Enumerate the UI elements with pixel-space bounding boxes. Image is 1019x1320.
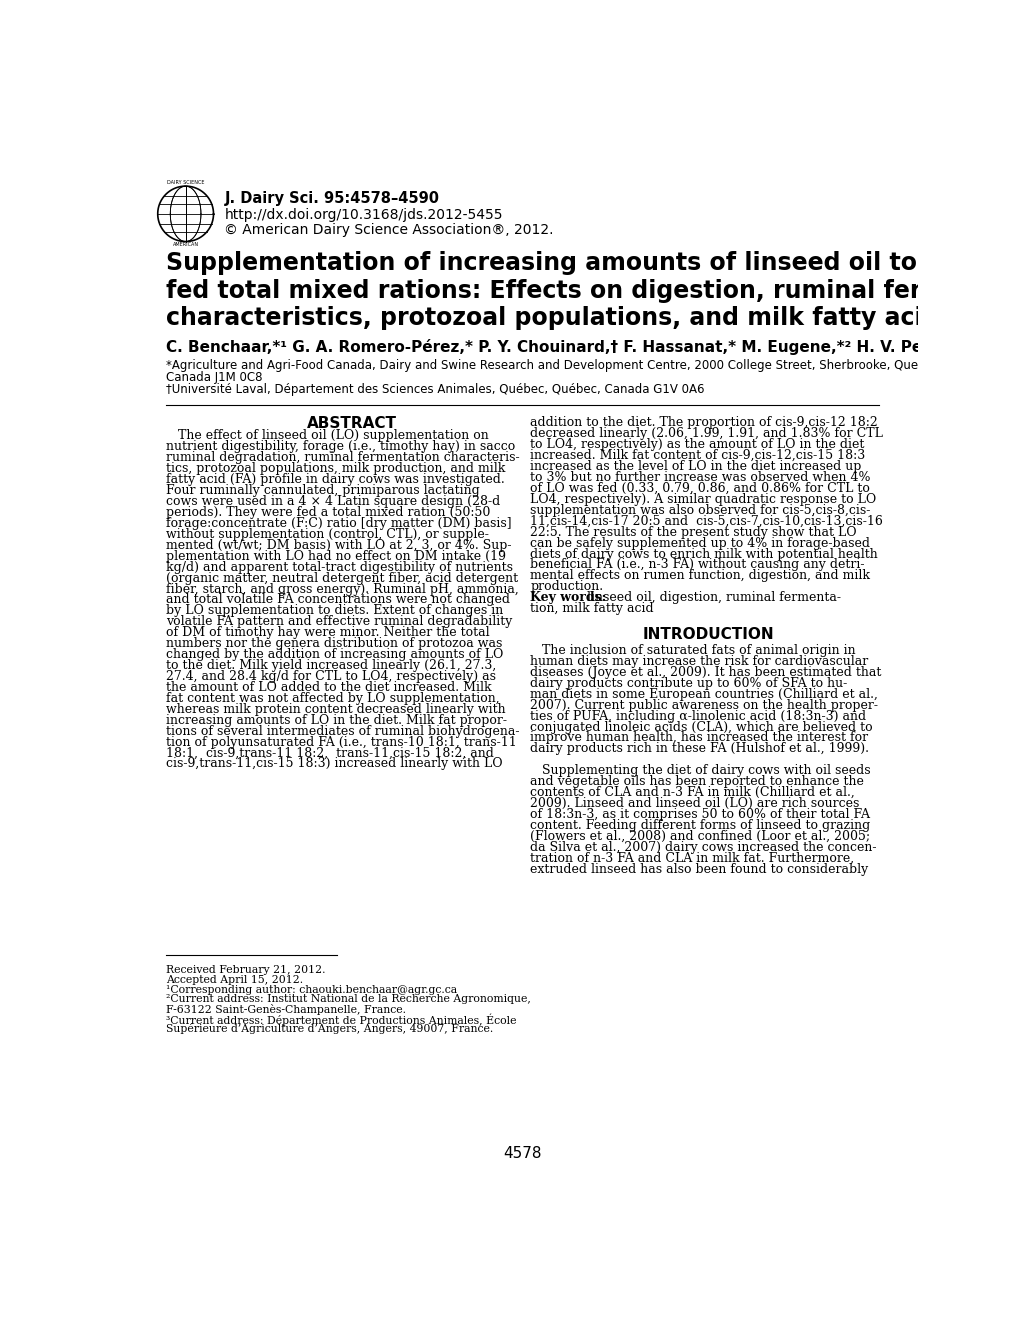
Text: whereas milk protein content decreased linearly with: whereas milk protein content decreased l… [166,702,505,715]
Text: can be safely supplemented up to 4% in forage-based: can be safely supplemented up to 4% in f… [530,537,869,549]
Text: ²Current address: Institut National de la Recherche Agronomique,: ²Current address: Institut National de l… [166,994,531,1005]
Text: The effect of linseed oil (LO) supplementation on: The effect of linseed oil (LO) supplemen… [166,429,488,442]
Text: tion of polyunsaturated FA (i.e., trans-10 18:1, trans-11: tion of polyunsaturated FA (i.e., trans-… [166,735,517,748]
Text: Supplementing the diet of dairy cows with oil seeds: Supplementing the diet of dairy cows wit… [530,764,870,777]
Text: mented (wt/wt; DM basis) with LO at 2, 3, or 4%. Sup-: mented (wt/wt; DM basis) with LO at 2, 3… [166,539,512,552]
Text: 22:5. The results of the present study show that LO: 22:5. The results of the present study s… [530,525,856,539]
Text: man diets in some European countries (Chilliard et al.,: man diets in some European countries (Ch… [530,688,877,701]
Text: of DM of timothy hay were minor. Neither the total: of DM of timothy hay were minor. Neither… [166,626,489,639]
Text: increased. Milk fat content of cis-9,cis-12,cis-15 18:3: increased. Milk fat content of cis-9,cis… [530,449,865,462]
Text: improve human health, has increased the interest for: improve human health, has increased the … [530,731,868,744]
Text: da Silva et al., 2007) dairy cows increased the concen-: da Silva et al., 2007) dairy cows increa… [530,841,876,854]
Text: *Agriculture and Agri-Food Canada, Dairy and Swine Research and Development Cent: *Agriculture and Agri-Food Canada, Dairy… [166,359,943,372]
Text: tion, milk fatty acid: tion, milk fatty acid [530,602,653,615]
Text: Four ruminally cannulated, primiparous lactating: Four ruminally cannulated, primiparous l… [166,484,480,498]
Text: ABSTRACT: ABSTRACT [307,416,396,432]
Text: fat content was not affected by LO supplementation,: fat content was not affected by LO suppl… [166,692,499,705]
Text: Key words:: Key words: [530,591,606,605]
Text: C. Benchaar,*¹ G. A. Romero-Pérez,* P. Y. Chouinard,† F. Hassanat,* M. Eugene,*²: C. Benchaar,*¹ G. A. Romero-Pérez,* P. Y… [166,339,1019,355]
Text: by LO supplementation to diets. Extent of changes in: by LO supplementation to diets. Extent o… [166,605,503,618]
Text: ruminal degradation, ruminal fermentation characteris-: ruminal degradation, ruminal fermentatio… [166,451,520,465]
Text: human diets may increase the risk for cardiovascular: human diets may increase the risk for ca… [530,655,868,668]
Text: ³Current address: Département de Productions Animales, École: ³Current address: Département de Product… [166,1014,517,1026]
Text: ties of PUFA, including α-linolenic acid (18:3n-3) and: ties of PUFA, including α-linolenic acid… [530,710,866,722]
Text: http://dx.doi.org/10.3168/jds.2012-5455: http://dx.doi.org/10.3168/jds.2012-5455 [224,207,502,222]
Text: to 3% but no further increase was observed when 4%: to 3% but no further increase was observ… [530,471,870,484]
Text: J. Dairy Sci. 95:4578–4590: J. Dairy Sci. 95:4578–4590 [224,191,439,206]
Text: 18:1,  cis-9,trans-11 18:2,  trans-11,cis-15 18:2, and: 18:1, cis-9,trans-11 18:2, trans-11,cis-… [166,747,493,759]
Text: to the diet. Milk yield increased linearly (26.1, 27.3,: to the diet. Milk yield increased linear… [166,659,496,672]
Text: Accepted April 15, 2012.: Accepted April 15, 2012. [166,975,303,985]
Text: 2007). Current public awareness on the health proper-: 2007). Current public awareness on the h… [530,698,877,711]
Text: (Flowers et al., 2008) and confined (Loor et al., 2005;: (Flowers et al., 2008) and confined (Loo… [530,830,870,843]
Text: the amount of LO added to the diet increased. Milk: the amount of LO added to the diet incre… [166,681,491,694]
Text: decreased linearly (2.06, 1.99, 1.91, and 1.83% for CTL: decreased linearly (2.06, 1.99, 1.91, an… [530,428,882,441]
Text: fatty acid (FA) profile in dairy cows was investigated.: fatty acid (FA) profile in dairy cows wa… [166,473,504,486]
Text: tics, protozoal populations, milk production, and milk: tics, protozoal populations, milk produc… [166,462,505,475]
Text: ¹Corresponding author: chaouki.benchaar@agr.gc.ca: ¹Corresponding author: chaouki.benchaar@… [166,985,457,994]
Text: supplementation was also observed for cis-5,cis-8,cis-: supplementation was also observed for ci… [530,504,870,517]
Text: and total volatile FA concentrations were not changed: and total volatile FA concentrations wer… [166,594,510,606]
Text: Supplementation of increasing amounts of linseed oil to dairy cows: Supplementation of increasing amounts of… [166,251,1019,275]
Text: content. Feeding different forms of linseed to grazing: content. Feeding different forms of lins… [530,818,870,832]
Text: Supérieure d’Agriculture d’Angers, Angers, 49007, France.: Supérieure d’Agriculture d’Angers, Anger… [166,1023,493,1034]
Text: numbers nor the genera distribution of protozoa was: numbers nor the genera distribution of p… [166,638,502,651]
Text: of LO was fed (0.33, 0.79, 0.86, and 0.86% for CTL to: of LO was fed (0.33, 0.79, 0.86, and 0.8… [530,482,869,495]
Text: increased as the level of LO in the diet increased up: increased as the level of LO in the diet… [530,461,861,473]
Text: changed by the addition of increasing amounts of LO: changed by the addition of increasing am… [166,648,503,661]
Text: nutrient digestibility, forage (i.e., timothy hay) in sacco: nutrient digestibility, forage (i.e., ti… [166,441,515,453]
Text: fed total mixed rations: Effects on digestion, ruminal fermentation: fed total mixed rations: Effects on dige… [166,279,1019,302]
Text: F-63122 Saint-Genès-Champanelle, France.: F-63122 Saint-Genès-Champanelle, France. [166,1003,406,1015]
Text: mental effects on rumen function, digestion, and milk: mental effects on rumen function, digest… [530,569,869,582]
Text: AMERICAN: AMERICAN [172,243,199,247]
Text: (organic matter, neutral detergent fiber, acid detergent: (organic matter, neutral detergent fiber… [166,572,518,585]
Text: extruded linseed has also been found to considerably: extruded linseed has also been found to … [530,863,868,875]
Text: plementation with LO had no effect on DM intake (19: plementation with LO had no effect on DM… [166,549,505,562]
Text: Received February 21, 2012.: Received February 21, 2012. [166,965,325,975]
Text: 27.4, and 28.4 kg/d for CTL to LO4, respectively) as: 27.4, and 28.4 kg/d for CTL to LO4, resp… [166,671,496,682]
Text: †Université Laval, Département des Sciences Animales, Québec, Québec, Canada G1V: †Université Laval, Département des Scien… [166,383,704,396]
Text: © American Dairy Science Association®, 2012.: © American Dairy Science Association®, 2… [224,223,553,238]
Text: volatile FA pattern and effective ruminal degradability: volatile FA pattern and effective rumina… [166,615,513,628]
Text: diseases (Joyce et al., 2009). It has been estimated that: diseases (Joyce et al., 2009). It has be… [530,665,881,678]
Text: 4578: 4578 [503,1146,541,1160]
Text: tions of several intermediates of ruminal biohydrogena-: tions of several intermediates of rumina… [166,725,520,738]
Text: to LO4, respectively) as the amount of LO in the diet: to LO4, respectively) as the amount of L… [530,438,864,451]
Text: cows were used in a 4 × 4 Latin square design (28-d: cows were used in a 4 × 4 Latin square d… [166,495,500,508]
Text: contents of CLA and n-3 FA in milk (Chilliard et al.,: contents of CLA and n-3 FA in milk (Chil… [530,787,854,799]
Text: Canada J1M 0C8: Canada J1M 0C8 [166,371,263,384]
Text: 2009). Linseed and linseed oil (LO) are rich sources: 2009). Linseed and linseed oil (LO) are … [530,797,859,810]
Text: characteristics, protozoal populations, and milk fatty acid composition: characteristics, protozoal populations, … [166,306,1019,330]
Text: LO4, respectively). A similar quadratic response to LO: LO4, respectively). A similar quadratic … [530,492,876,506]
Text: The inclusion of saturated fats of animal origin in: The inclusion of saturated fats of anima… [530,644,855,657]
Text: diets of dairy cows to enrich milk with potential health: diets of dairy cows to enrich milk with … [530,548,877,561]
Text: kg/d) and apparent total-tract digestibility of nutrients: kg/d) and apparent total-tract digestibi… [166,561,513,574]
Text: production.: production. [530,581,603,594]
Text: periods). They were fed a total mixed ration (50:50: periods). They were fed a total mixed ra… [166,506,490,519]
Text: 11,cis-14,cis-17 20:5 and  cis-5,cis-7,cis-10,cis-13,cis-16: 11,cis-14,cis-17 20:5 and cis-5,cis-7,ci… [530,515,882,528]
Text: fiber, starch, and gross energy). Ruminal pH, ammonia,: fiber, starch, and gross energy). Rumina… [166,582,519,595]
Text: INTRODUCTION: INTRODUCTION [642,627,773,642]
Text: addition to the diet. The proportion of cis-9,cis-12 18:2: addition to the diet. The proportion of … [530,416,877,429]
Text: beneficial FA (i.e., n-3 FA) without causing any detri-: beneficial FA (i.e., n-3 FA) without cau… [530,558,864,572]
Text: DAIRY SCIENCE: DAIRY SCIENCE [167,181,204,185]
Text: and vegetable oils has been reported to enhance the: and vegetable oils has been reported to … [530,775,863,788]
Text: cis-9,trans-11,cis-15 18:3) increased linearly with LO: cis-9,trans-11,cis-15 18:3) increased li… [166,758,502,771]
Text: tration of n-3 FA and CLA in milk fat. Furthermore,: tration of n-3 FA and CLA in milk fat. F… [530,851,854,865]
Text: of 18:3n-3, as it comprises 50 to 60% of their total FA: of 18:3n-3, as it comprises 50 to 60% of… [530,808,869,821]
Text: dairy products contribute up to 60% of SFA to hu-: dairy products contribute up to 60% of S… [530,677,847,690]
Text: increasing amounts of LO in the diet. Milk fat propor-: increasing amounts of LO in the diet. Mi… [166,714,506,727]
Text: conjugated linoleic acids (CLA), which are believed to: conjugated linoleic acids (CLA), which a… [530,721,872,734]
Text: forage:concentrate (F:C) ratio [dry matter (DM) basis]: forage:concentrate (F:C) ratio [dry matt… [166,517,512,529]
Text: dairy products rich in these FA (Hulshof et al., 1999).: dairy products rich in these FA (Hulshof… [530,742,868,755]
Text: linseed oil, digestion, ruminal fermenta-: linseed oil, digestion, ruminal fermenta… [578,591,840,605]
Text: without supplementation (control, CTL), or supple-: without supplementation (control, CTL), … [166,528,489,541]
